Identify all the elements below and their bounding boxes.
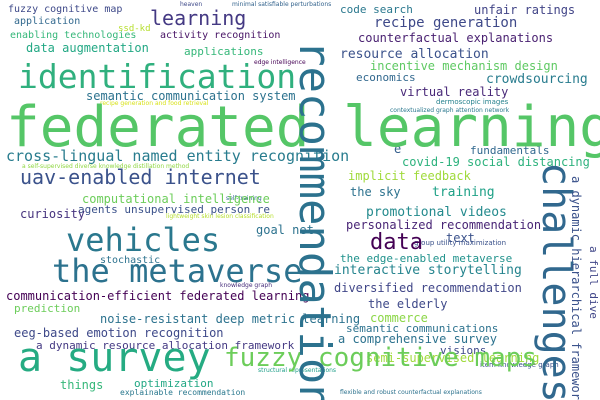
word-code-search: code search xyxy=(340,3,413,16)
word-the-sky: the sky xyxy=(350,185,401,199)
word-goal-net: goal net xyxy=(256,223,314,237)
word-a-survey: a survey xyxy=(18,335,211,381)
word-optimization: optimization xyxy=(134,377,214,390)
word-training: training xyxy=(432,185,495,200)
word-recipe-generation: recipe generation xyxy=(374,15,518,31)
word-ssd-kd: ssd-kd xyxy=(118,24,151,34)
word-identification: identification xyxy=(18,57,297,96)
word-resource-allocation: resource allocation xyxy=(340,47,489,62)
word-data: data xyxy=(370,230,423,255)
word-economics: economics xyxy=(356,71,416,84)
word-implicit-feedback: implicit feedback xyxy=(348,169,471,183)
word-communication-efficient: communication-efficient federated learni… xyxy=(6,289,310,303)
word-fuzzy-cognitive-map: fuzzy cognitive map xyxy=(8,4,123,15)
word-crowdsourcing: crowdsourcing xyxy=(486,72,588,87)
word-flexible-robust: flexible and robust counterfactual expla… xyxy=(340,389,482,396)
word-virtual-reality: virtual reality xyxy=(400,85,509,99)
word-group-utility: group utility maximization xyxy=(414,239,507,247)
word-applications: applications xyxy=(184,45,264,58)
word-things: things xyxy=(60,378,104,392)
word-commerce: commerce xyxy=(370,311,428,325)
word-item-knowledge-graph: item knowledge graph xyxy=(480,361,559,369)
word-vehicles: vehicles xyxy=(66,221,221,259)
word-semantic-communications: semantic communications xyxy=(346,322,499,335)
word-cross-lingual: cross-lingual named entity recognition xyxy=(6,147,350,165)
word-computational-intelligence: computational intelligence xyxy=(82,192,270,206)
word-comprehensive-survey: a comprehensive survey xyxy=(338,332,497,346)
word-personalized-rec: personalized recommendation xyxy=(346,218,542,232)
word-fuzzy-cognitive-maps: fuzzy cognitive maps xyxy=(224,343,538,373)
word-data-augmentation: data augmentation xyxy=(26,41,149,55)
word-learning-top: learning xyxy=(150,6,247,30)
word-text: text xyxy=(446,231,475,245)
word-stochastic: stochastic xyxy=(100,255,161,266)
word-dynamic-resource: a dynamic resource allocation framework xyxy=(36,339,295,352)
word-noise-resistant: noise-resistant deep metric learning xyxy=(100,312,361,326)
word-incentive-mechanism: incentive mechanism design xyxy=(370,59,558,73)
word-lightweight-skin: lightweight skin lesion classification xyxy=(166,213,274,220)
word-interactive-storytelling: interactive storytelling xyxy=(334,263,522,278)
word-the-metaverse: the metaverse xyxy=(52,252,303,290)
word-prediction: prediction xyxy=(14,302,81,315)
word-self-training: self-training xyxy=(226,195,262,202)
word-unsupervised-person: agents unsupervised person re xyxy=(78,203,271,216)
word-e: e xyxy=(394,142,402,156)
word-fundamentals: fundamentals xyxy=(470,144,550,157)
word-federated-learning: federated learning xyxy=(6,95,600,160)
word-contextualized-gan: contextualized graph attention network xyxy=(390,107,510,114)
word-the-elderly: the elderly xyxy=(368,297,448,311)
word-challenges: challenges xyxy=(533,162,579,400)
word-recipe-food: recipe generation and food retrieval xyxy=(100,100,209,107)
word-application: application xyxy=(14,16,81,27)
word-edge-intelligence: edge intelligence xyxy=(254,59,306,66)
word-semantic-comm-system: semantic communication system xyxy=(86,89,296,103)
word-counterfactual-explanations: counterfactual explanations xyxy=(358,31,554,45)
word-knowledge-graph: knowledge graph xyxy=(220,282,272,289)
word-edge-enabled-metaverse: the edge-enabled metaverse xyxy=(340,252,513,265)
word-uav-enabled-internet: uav-enabled internet xyxy=(20,165,261,189)
word-eeg-emotion: eeg-based emotion recognition xyxy=(14,326,224,340)
word-covid: covid-19 social distancing xyxy=(402,155,590,169)
word-semi-supervised: semi-supervised learning xyxy=(366,351,540,365)
word-explainable-rec: explainable recommendation xyxy=(120,388,246,397)
word-dermoscopic-images: dermoscopic images xyxy=(436,98,509,106)
word-self-supervised-kd: a self-supervised diverse knowledge dist… xyxy=(22,163,190,170)
word-unfair-ratings: unfair ratings xyxy=(474,3,576,17)
word-a-full-dive: a full dive xyxy=(587,246,600,319)
word-heaven: heaven xyxy=(180,1,203,8)
word-visions: visions xyxy=(440,344,487,357)
word-diversified-rec: diversified recommendation xyxy=(334,281,522,295)
word-structural-representations: structural representations xyxy=(258,367,337,374)
word-activity-recognition: activity recognition xyxy=(160,30,281,41)
word-promotional-videos: promotional videos xyxy=(366,205,507,220)
word-enabling-technologies: enabling technologies xyxy=(10,30,137,41)
word-minimal-satisfiable-perturbations: minimal satisfiable perturbations xyxy=(232,1,332,8)
word-a-dynamic-hierarchical: a dynamic hierarchical framework xyxy=(569,176,583,400)
word-recommendation: recommendation xyxy=(289,40,340,400)
word-curiosity: curiosity xyxy=(20,207,86,221)
